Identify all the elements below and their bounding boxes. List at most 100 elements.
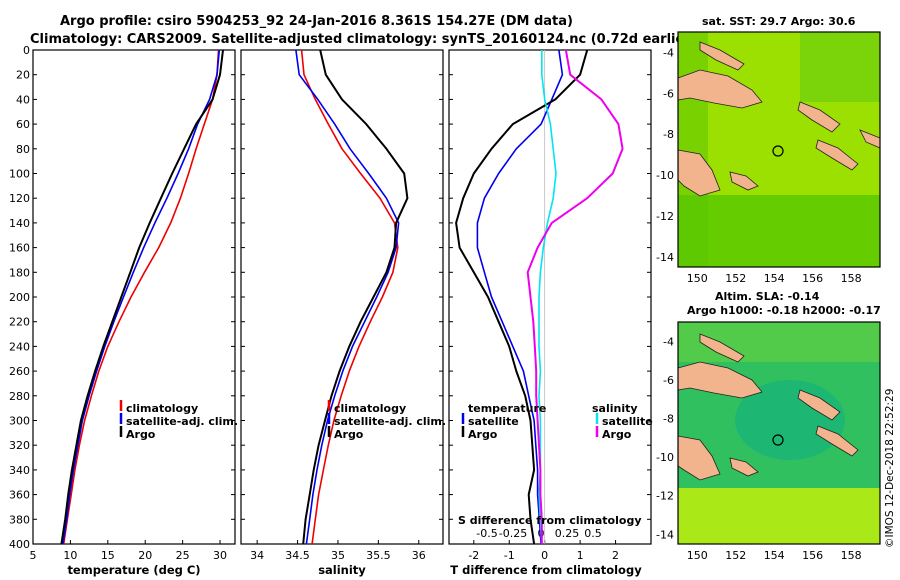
diff-legend-sal-header: salinity (592, 402, 638, 415)
x-tick-label-p2-0: 0 (541, 549, 548, 562)
salinity-legend: climatology satellite-adj. clim. Argo (334, 402, 446, 441)
map3-x-tick-label-158: 158 (841, 272, 862, 285)
sst-map (677, 31, 881, 268)
sst-land-new-ireland (699, 41, 745, 71)
series-line-p2-temperature-satellite (476, 49, 564, 545)
map3-y-tick-label--10: -10 (656, 169, 674, 182)
series-line-p0-satellite-adj-clim- (62, 49, 221, 545)
sal-legend-satellite-adj: satellite-adj. clim. (334, 415, 446, 428)
x-tick-label-p1-36: 36 (412, 549, 426, 562)
difference-legend: temperature satellite Argo salinity sate… (458, 402, 653, 527)
sst-map-title: sat. SST: 29.7 Argo: 30.6 (702, 15, 856, 28)
y-tick-label-280: 280 (9, 390, 30, 403)
diff-legend-temp-satellite: satellite (468, 415, 519, 428)
map4-x-tick-label-154: 154 (764, 549, 785, 562)
sst-map-cool-band (678, 195, 880, 267)
y-tick-label-140: 140 (9, 217, 30, 230)
sla-float-marker (772, 434, 784, 446)
y-tick-label-80: 80 (16, 143, 30, 156)
sla-map-frame (677, 321, 881, 545)
y-tick-label-180: 180 (9, 266, 30, 279)
salinity-panel-frame (240, 49, 444, 545)
diff-legend-temp-argo: Argo (468, 428, 498, 441)
x-tick-label-p1-34: 34 (250, 549, 264, 562)
x-tick-label-salinity--0.5: -0.5 (476, 527, 497, 540)
diff-legend-temp-header: temperature (468, 402, 546, 415)
legend-climatology: climatology (126, 402, 198, 415)
map3-y-tick-label--12: -12 (656, 210, 674, 223)
x-tick-label-p2-1: 1 (577, 549, 584, 562)
series-line-p2-temperature-argo (455, 49, 589, 545)
sst-land-png (677, 149, 721, 197)
map3-y-tick-label--8: -8 (663, 128, 674, 141)
y-tick-label-220: 220 (9, 316, 30, 329)
map4-x-tick-label-150: 150 (687, 549, 708, 562)
sla-land-bougainville (797, 389, 841, 421)
sal-legend-argo: Argo (334, 428, 364, 441)
sst-float-marker (772, 145, 784, 157)
x-tick-label-p0-10: 10 (63, 549, 77, 562)
x-tick-label-p0-30: 30 (213, 549, 227, 562)
y-tick-label-160: 160 (9, 242, 30, 255)
sst-land-choiseul (815, 139, 859, 171)
y-tick-label-380: 380 (9, 513, 30, 526)
map4-y-tick-label--8: -8 (663, 413, 674, 426)
sst-land-island-1 (729, 171, 759, 191)
legend-satellite-adj: satellite-adj. clim. (126, 415, 238, 428)
legend-argo: Argo (126, 428, 156, 441)
y-tick-label-340: 340 (9, 464, 30, 477)
title-line-2: Climatology: CARS2009. Satellite-adjuste… (30, 32, 697, 47)
x-tick-label-salinity-0.5: 0.5 (584, 527, 602, 540)
x-tick-label-p1-35.5: 35.5 (366, 549, 391, 562)
y-tick-label-400: 400 (9, 538, 30, 551)
difference-xlabel: T difference from climatology (450, 563, 642, 577)
sla-land-choiseul (815, 425, 859, 457)
x-tick-label-p1-34.5: 34.5 (285, 549, 310, 562)
x-tick-label-p0-15: 15 (101, 549, 115, 562)
y-tick-label-300: 300 (9, 415, 30, 428)
map4-y-tick-label--6: -6 (663, 374, 674, 387)
map4-y-tick-label--14: -14 (656, 528, 674, 541)
plot-layer: 0204060801001201401601802002202402602803… (9, 44, 862, 562)
sal-legend-climatology: climatology (334, 402, 406, 415)
sla-land-new-britain (677, 361, 763, 399)
map3-y-tick-label--4: -4 (663, 46, 674, 59)
sla-land-island-1 (729, 457, 759, 477)
sst-map-west-patch (678, 32, 708, 267)
series-line-p0-climatology (62, 49, 220, 545)
map3-x-tick-label-154: 154 (764, 272, 785, 285)
diff-xlabel-salinity: S difference from climatology (458, 514, 642, 527)
y-tick-label-200: 200 (9, 291, 30, 304)
y-tick-label-320: 320 (9, 439, 30, 452)
series-line-p2-salinity-argo (526, 49, 624, 544)
sst-map-frame (677, 31, 881, 268)
map3-y-tick-label--6: -6 (663, 87, 674, 100)
series-line-p1-argo (302, 49, 409, 545)
y-tick-label-260: 260 (9, 365, 30, 378)
y-tick-label-60: 60 (16, 118, 30, 131)
temperature-legend: climatology satellite-adj. clim. Argo (126, 402, 238, 441)
y-tick-label-40: 40 (16, 93, 30, 106)
x-tick-label-salinity-0.25: 0.25 (555, 527, 580, 540)
series-line-p1-satellite-adj-clim- (295, 49, 400, 545)
sla-map-high-band (678, 488, 880, 544)
title-line-1: Argo profile: csiro 5904253_92 24-Jan-20… (60, 14, 573, 29)
sla-map-title-2: Argo h1000: -0.18 h2000: -0.17 (687, 304, 881, 317)
y-tick-label-20: 20 (16, 69, 30, 82)
salinity-xlabel: salinity (318, 563, 366, 577)
y-tick-label-360: 360 (9, 489, 30, 502)
map4-x-tick-label-156: 156 (802, 549, 823, 562)
sst-land-new-britain (677, 69, 763, 109)
y-tick-label-120: 120 (9, 192, 30, 205)
map3-y-tick-label--14: -14 (656, 251, 674, 264)
map3-x-tick-label-152: 152 (725, 272, 746, 285)
map4-x-tick-label-152: 152 (725, 549, 746, 562)
sst-map-patch (800, 32, 880, 102)
diff-legend-sal-satellite: satellite (602, 415, 653, 428)
temperature-xlabel: temperature (deg C) (67, 563, 200, 577)
series-line-p0-argo (60, 49, 224, 545)
x-tick-label-p2--1: -1 (504, 549, 515, 562)
sla-map (677, 321, 881, 545)
map3-x-tick-label-156: 156 (802, 272, 823, 285)
